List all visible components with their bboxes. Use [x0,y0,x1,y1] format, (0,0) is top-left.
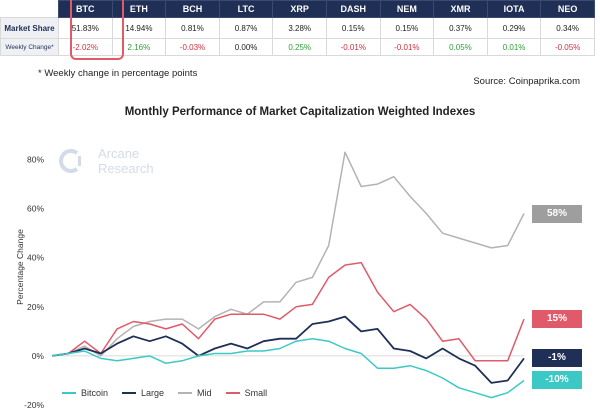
series-line-small [51,261,525,362]
watermark-text: Arcane Research [98,146,154,176]
legend-label: Bitcoin [81,388,109,398]
table-cell: -0.05% [540,38,595,56]
end-label-small: 15% [532,310,582,328]
table-cell: 0.05% [433,38,488,56]
coin-header: XRP [272,0,327,18]
coin-header: ETH [111,0,167,18]
series-line-bitcoin [51,337,525,399]
legend-label: Small [244,388,268,398]
y-tick-label: 40% [27,253,44,263]
y-tick-label: 60% [27,204,44,214]
coin-header: LTC [218,0,274,18]
source-note: Source: Coinpaprika.com [473,76,580,87]
table-row: Market Share 51.83% 14.94% 0.81% 0.87% 3… [0,17,595,39]
table-cell: 0.01% [486,38,542,56]
legend-swatch [122,392,137,394]
legend-item-bitcoin: Bitcoin [62,388,108,398]
end-label-bitcoin: -10% [532,371,582,389]
y-tick-label: 0% [32,351,45,361]
legend-swatch [178,392,193,394]
y-axis-label: Percentage Change [15,229,25,305]
legend-item-large: Large [122,388,164,398]
row-label-weekly-change: Weekly Change* [0,38,59,56]
table-cell: 0.00% [218,38,274,56]
series-line-mid [51,151,525,357]
y-tick-label: 20% [27,302,44,312]
coin-header: NEO [540,0,595,18]
legend-swatch [62,392,76,394]
coin-header: IOTA [486,0,542,18]
legend-item-small: Small [225,388,268,398]
watermark-line-2: Research [98,161,154,176]
legend-label: Mid [197,388,212,398]
end-label-mid: 58% [532,205,582,223]
legend-label: Large [141,388,165,398]
legend-item-mid: Mid [178,388,212,398]
chart-title: Monthly Performance of Market Capitaliza… [124,106,476,118]
chart-legend: Bitcoin Large Mid Small [62,388,267,398]
legend-swatch [225,392,240,394]
series-line-large [51,315,525,384]
y-tick-label: 80% [27,155,44,165]
y-tick-label: -20% [24,400,44,410]
coin-header: NEM [379,0,435,18]
table-cell: -0.01% [379,38,435,56]
row-label-market-share: Market Share [0,17,59,39]
table-footnote: * Weekly change in percentage points [38,68,198,79]
arcane-logo-icon [59,149,81,173]
table-corner [0,0,59,18]
table-row: Weekly Change* -2.02% 2.16% -0.03% 0.00%… [0,38,595,56]
watermark-line-1: Arcane [98,146,140,161]
end-label-large: -1% [532,349,582,367]
